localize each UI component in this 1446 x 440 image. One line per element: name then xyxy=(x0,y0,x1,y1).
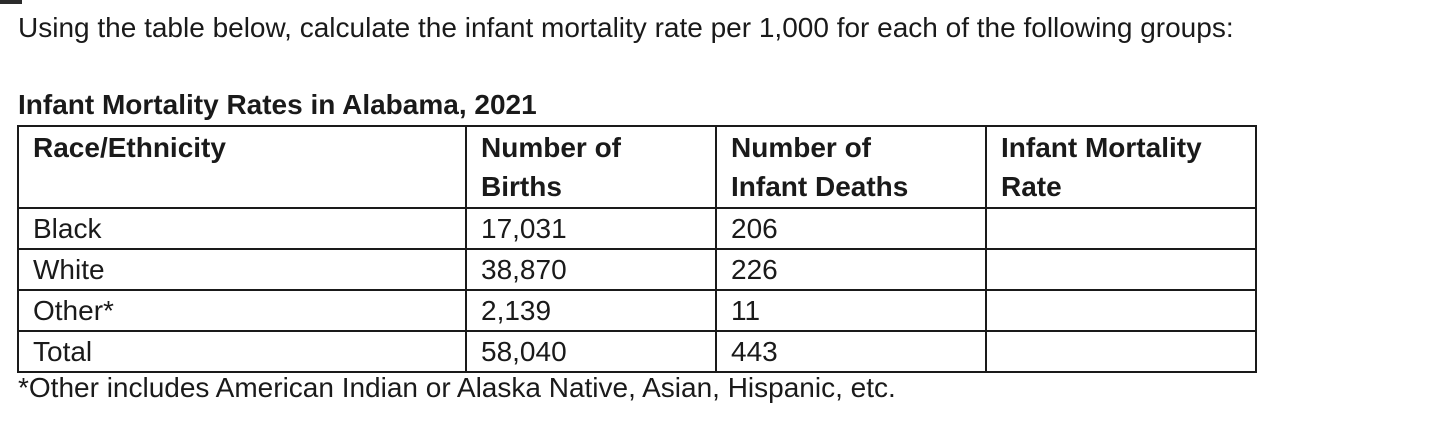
header-race-ethnicity: Race/Ethnicity xyxy=(17,125,467,209)
header-number-of-births: Number of Births xyxy=(465,125,717,209)
cell-rate xyxy=(985,207,1257,250)
header-number-of-infant-deaths: Number of Infant Deaths xyxy=(715,125,987,209)
cell-group: Black xyxy=(17,207,467,250)
cell-deaths: 226 xyxy=(715,248,987,291)
table-row-other: Other* 2,139 11 xyxy=(17,289,1257,332)
cell-group: Other* xyxy=(17,289,467,332)
cell-deaths: 11 xyxy=(715,289,987,332)
corner-mark xyxy=(0,0,22,4)
cell-births: 2,139 xyxy=(465,289,717,332)
cell-births: 38,870 xyxy=(465,248,717,291)
table-header-row: Race/Ethnicity Number of Births Number of… xyxy=(17,125,1257,209)
header-infant-mortality-rate: Infant Mortality Rate xyxy=(985,125,1257,209)
table-row-total: Total 58,040 443 xyxy=(17,330,1257,373)
cell-deaths: 206 xyxy=(715,207,987,250)
cell-rate xyxy=(985,289,1257,332)
cell-rate xyxy=(985,330,1257,373)
table-title: Infant Mortality Rates in Alabama, 2021 xyxy=(18,89,537,120)
cell-rate xyxy=(985,248,1257,291)
table-row-black: Black 17,031 206 xyxy=(17,207,1257,250)
cell-deaths: 443 xyxy=(715,330,987,373)
question-text: Using the table below, calculate the inf… xyxy=(18,12,1234,43)
mortality-table: Race/Ethnicity Number of Births Number of… xyxy=(17,125,1257,373)
cell-group: White xyxy=(17,248,467,291)
cell-births: 58,040 xyxy=(465,330,717,373)
footnote: *Other includes American Indian or Alask… xyxy=(18,372,896,403)
cell-group: Total xyxy=(17,330,467,373)
table-row-white: White 38,870 226 xyxy=(17,248,1257,291)
cell-births: 17,031 xyxy=(465,207,717,250)
